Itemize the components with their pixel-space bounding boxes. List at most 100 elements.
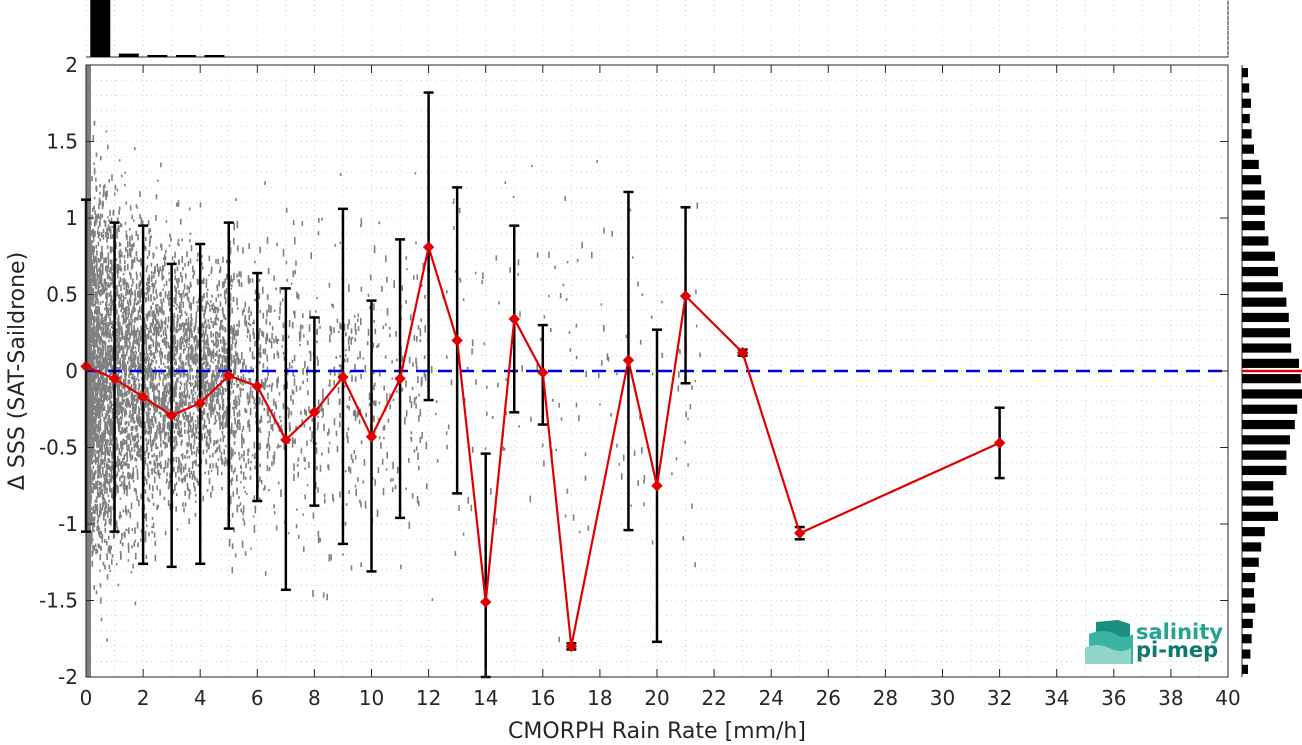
x-tick-label: 14 [473,686,498,710]
x-axis-label: CMORPH Rain Rate [mm/h] [508,719,806,744]
mean-marker [108,372,121,385]
x-tick-label: 32 [987,686,1012,710]
y-histogram [1241,65,1302,677]
x-tick-label: 26 [816,686,841,710]
x-tick-label: 2 [137,686,150,710]
x-tick-label: 6 [251,686,264,710]
y-histogram-bar [1242,68,1248,78]
y-histogram-bar [1242,282,1283,292]
y-tick-label: 1.5 [46,130,78,154]
mean-marker [508,313,520,325]
y-tick-label: -2 [58,665,78,689]
y-histogram-bar [1242,511,1278,521]
x-axis-ticks: 0 2 4 6 8 10 12 14 16 18 20 22 24 26 28 30 32 34 36 38 40 [80,65,1241,710]
x-histogram-bar [204,55,225,57]
y-tick-label: -0.5 [39,436,78,460]
mean-marker [394,372,406,385]
y-tick-label: 2 [65,53,78,77]
y-histogram-bar [1242,603,1256,613]
mean-marker [451,334,463,347]
y-histogram-bar [1242,358,1299,368]
mean-marker [537,366,549,379]
y-histogram-bar [1242,389,1302,399]
y-histogram-bar [1242,266,1278,277]
mean-marker [308,406,321,419]
x-histogram-bar [147,55,168,57]
mean-marker [736,346,749,359]
y-histogram-bar [1242,312,1289,323]
x-tick-label: 8 [308,686,321,710]
scatter-point-cloud [86,107,701,643]
y-histogram-bar [1242,618,1253,629]
y-histogram-bar [1242,465,1287,476]
y-histogram-bar [1242,159,1259,170]
y-histogram-bar [1242,297,1287,307]
mean-marker [993,437,1006,449]
x-tick-label: 4 [194,686,207,710]
x-tick-label: 28 [873,686,898,710]
y-histogram-bar [1242,328,1290,338]
x-tick-label: 36 [1101,686,1126,710]
y-histogram-bar [1242,481,1274,491]
y-histogram-bar [1242,419,1295,430]
y-histogram-bar [1242,404,1298,414]
mean-marker [280,434,292,446]
mean-marker [479,596,492,608]
x-histogram-bar [175,55,196,57]
y-histogram-bar [1242,634,1252,644]
y-histogram-bar [1242,572,1256,583]
y-histogram-bar [1242,527,1265,537]
y-histogram-bar [1242,649,1251,659]
y-histogram-bar [1242,113,1250,124]
mean-marker [565,640,578,653]
mean-marker [651,480,663,492]
y-histogram-bar [1242,205,1265,215]
y-histogram-bar [1242,542,1262,552]
x-tick-label: 22 [701,686,726,710]
x-tick-label: 38 [1158,686,1183,710]
x-histogram [86,0,1229,58]
y-histogram-bar [1242,435,1290,445]
mean-marker [137,391,149,403]
x-tick-label: 10 [359,686,384,710]
y-axis-ticks: -2 -1.5 -1 -0.5 0 0.5 1 1.5 2 [39,53,1228,689]
y-histogram-bar [1242,221,1265,231]
mean-marker [365,431,378,443]
y-histogram-bar [1242,343,1292,353]
y-tick-label: 0.5 [46,283,78,307]
y-histogram-bar [1242,83,1250,93]
y-axis-label: Δ SSS (SAT-Saildrone) [5,252,30,490]
x-histogram-bar [118,53,139,57]
y-tick-label: 1 [65,206,78,230]
x-tick-label: 40 [1215,686,1240,710]
mean-marker [794,527,806,539]
x-tick-label: 30 [930,686,955,710]
mean-marker [679,290,692,302]
y-histogram-bar [1242,496,1274,506]
y-histogram-bar [1242,450,1287,460]
y-histogram-bar [1242,236,1269,246]
y-histogram-bar [1242,664,1248,674]
x-tick-label: 18 [587,686,612,710]
mean-marker [422,241,435,253]
mean-marker [194,397,206,409]
logo-line2: pi-mep [1136,638,1218,662]
x-tick-label: 34 [1044,686,1069,710]
y-tick-label: -1.5 [39,589,78,613]
x-tick-label: 12 [416,686,441,710]
y-histogram-bar [1242,374,1301,384]
mean-marker [622,354,635,366]
y-histogram-bar [1242,144,1254,154]
y-histogram-bar [1242,251,1275,261]
x-tick-label: 16 [530,686,555,710]
y-histogram-bar [1242,129,1252,139]
x-tick-label: 20 [644,686,669,710]
y-tick-label: 0 [65,359,78,383]
y-histogram-bar [1242,175,1262,185]
x-tick-label: 0 [80,686,93,710]
x-tick-label: 24 [758,686,783,710]
y-tick-label: -1 [58,512,78,536]
y-histogram-bar [1242,588,1254,598]
salinity-pi-mep-logo: salinity pi-mep [1085,620,1223,664]
